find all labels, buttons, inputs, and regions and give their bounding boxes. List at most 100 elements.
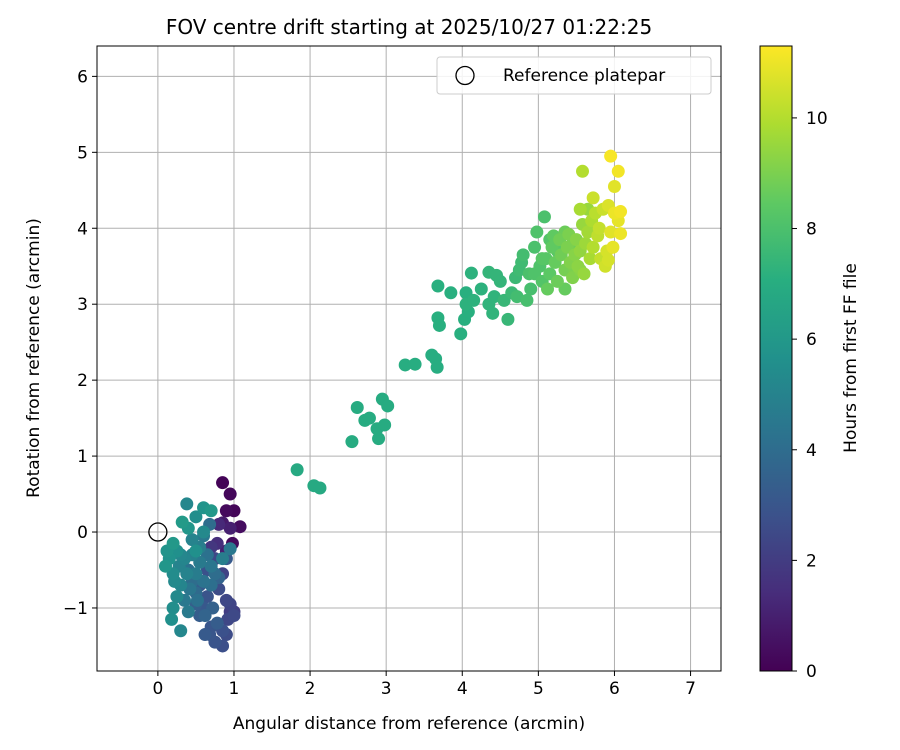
data-point	[198, 628, 212, 642]
colorbar-tick-label: 10	[806, 109, 828, 129]
legend-entry: Reference platepar	[503, 66, 665, 86]
data-point	[467, 293, 481, 307]
y-tick-label: 2	[77, 371, 88, 391]
data-point	[408, 357, 422, 371]
legend: Reference platepar	[436, 56, 712, 95]
data-point	[345, 435, 359, 449]
x-tick-label: 6	[609, 679, 620, 699]
data-point	[586, 191, 600, 205]
data-point	[350, 400, 364, 414]
data-point	[216, 476, 230, 490]
data-point	[166, 601, 180, 615]
y-tick-label: 5	[77, 143, 88, 163]
data-point	[174, 624, 188, 638]
data-point	[611, 164, 625, 178]
x-axis-label: Angular distance from reference (arcmin)	[233, 714, 585, 734]
data-point	[431, 279, 445, 293]
data-point	[614, 227, 628, 241]
data-point	[180, 567, 194, 581]
data-point	[592, 221, 606, 235]
data-point	[614, 205, 628, 219]
data-point	[223, 521, 237, 535]
y-tick-label: 6	[77, 67, 88, 87]
colorbar-gradient	[759, 45, 793, 672]
data-point	[535, 252, 549, 266]
data-point	[540, 282, 554, 296]
data-point	[516, 248, 530, 262]
data-point	[166, 536, 180, 550]
y-axis-label: Rotation from reference (arcmin)	[24, 218, 44, 498]
data-point	[581, 225, 595, 239]
data-point	[573, 202, 587, 216]
data-point	[487, 290, 501, 304]
data-point	[158, 559, 172, 573]
data-point	[577, 267, 591, 281]
data-point	[537, 210, 551, 224]
data-point	[474, 282, 488, 296]
data-point	[486, 306, 500, 320]
data-point	[227, 609, 241, 623]
data-point	[198, 609, 212, 623]
x-tick-label: 5	[533, 679, 544, 699]
data-point	[530, 225, 544, 239]
data-point	[219, 504, 233, 518]
data-point	[165, 612, 179, 626]
data-point	[290, 463, 304, 477]
reference-platepar-marker	[148, 522, 168, 542]
data-point	[216, 552, 230, 566]
data-point	[170, 590, 184, 604]
data-point	[430, 360, 444, 374]
data-point	[197, 525, 211, 539]
data-point	[586, 240, 600, 254]
colorbar-label: Hours from first FF file	[841, 263, 861, 453]
data-point	[212, 517, 226, 531]
data-point	[607, 179, 621, 193]
data-point	[606, 240, 620, 254]
data-point	[493, 274, 507, 288]
data-point	[381, 399, 395, 413]
legend-marker	[455, 65, 475, 86]
data-point	[233, 520, 247, 534]
x-tick-label: 2	[305, 679, 316, 699]
data-point	[223, 487, 237, 501]
colorbar-tick-label: 0	[806, 662, 817, 682]
colorbar-tick-label: 2	[806, 551, 817, 571]
x-tick-label: 7	[685, 679, 696, 699]
data-point	[601, 253, 615, 267]
data-point	[464, 266, 478, 280]
x-tick-label: 0	[152, 679, 163, 699]
data-point	[604, 225, 618, 239]
data-point	[524, 282, 538, 296]
y-tick-label: 1	[77, 447, 88, 467]
colorbar-tick-label: 6	[806, 330, 817, 350]
y-axis-ticks: −1 0 1 2 3 4 5 6	[63, 67, 97, 619]
y-tick-label: −1	[63, 599, 88, 619]
data-point	[219, 593, 233, 607]
data-point	[378, 418, 392, 432]
y-tick-label: 0	[77, 523, 88, 543]
x-tick-label: 3	[381, 679, 392, 699]
data-point	[189, 510, 203, 524]
colorbar-tick-label: 4	[806, 441, 817, 461]
data-point	[444, 286, 458, 300]
data-point	[189, 567, 203, 581]
data-point	[180, 497, 194, 511]
data-point	[189, 544, 203, 558]
data-point	[432, 318, 446, 332]
y-tick-label: 4	[77, 219, 88, 239]
legend-box	[436, 56, 712, 95]
data-point	[210, 616, 224, 630]
data-point	[576, 164, 590, 178]
data-point	[501, 312, 515, 326]
colorbar-ticks: 0 2 4 6 8 10	[792, 109, 828, 682]
data-point	[550, 274, 564, 288]
x-tick-label: 1	[229, 679, 240, 699]
data-points	[158, 149, 628, 653]
data-point	[181, 605, 195, 619]
colorbar: 0 2 4 6 8 10 Hours from first FF file	[759, 45, 861, 682]
data-point	[223, 542, 237, 556]
data-point	[204, 504, 218, 518]
x-axis-ticks: 0 1 2 3 4 5 6 7	[152, 671, 696, 699]
